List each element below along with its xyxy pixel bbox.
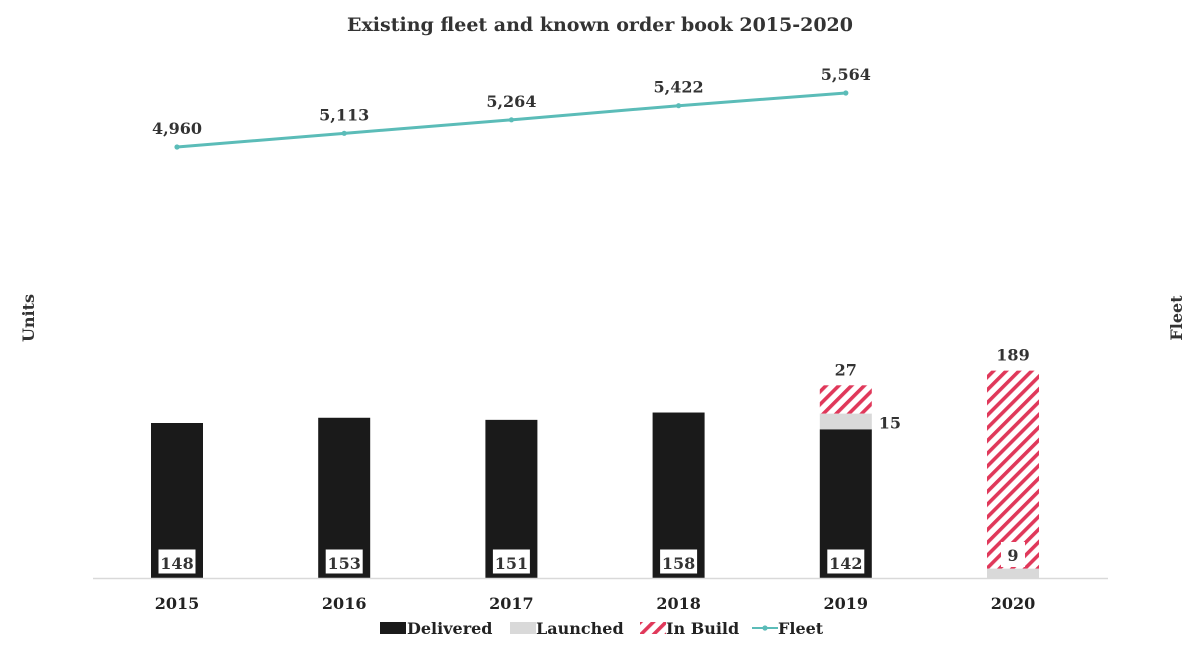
legend: Delivered Launched In Build Fleet	[380, 619, 824, 638]
legend-swatch-delivered	[380, 622, 406, 634]
legend-swatch-marker-fleet	[762, 625, 768, 631]
delivered-label-2017: 151	[495, 554, 528, 573]
launched-label-2019: 15	[879, 413, 901, 432]
delivered-label-2016: 153	[327, 554, 360, 573]
bar-layer: 148 153 151 158 142 15 27 9 189	[151, 346, 1039, 578]
fleet-label-2015: 4,960	[152, 119, 202, 138]
y2-axis-title: Fleet	[1167, 295, 1186, 341]
fleet-label-2018: 5,422	[654, 78, 704, 97]
legend-swatch-in-build	[640, 622, 666, 634]
fleet-label-2016: 5,113	[319, 105, 369, 124]
fleet-point-2016	[341, 130, 347, 136]
bar-launched-2019	[819, 413, 872, 430]
delivered-label-2015: 148	[160, 554, 193, 573]
delivered-label-box-2019	[826, 548, 866, 575]
fleet-label-2017: 5,264	[486, 92, 536, 111]
legend-label-delivered: Delivered	[407, 619, 492, 638]
delivered-label-box-2015	[157, 548, 197, 575]
delivered-label-box-2016	[324, 548, 364, 575]
fleet-label-2019: 5,564	[821, 65, 871, 84]
fleet-point-2015	[174, 144, 180, 150]
chart-title: Existing fleet and known order book 2015…	[347, 14, 853, 36]
x-axis: 2015 2016 2017 2018 2019 2020	[93, 577, 1108, 613]
x-tick-label-2019: 2019	[824, 594, 869, 613]
bar-launched-2020	[987, 568, 1039, 578]
in-build-label-2020: 189	[996, 346, 1029, 365]
launched-label-box-2020	[1001, 542, 1025, 567]
fleet-point-2017	[508, 117, 514, 123]
delivered-label-2019: 142	[829, 554, 862, 573]
delivered-label-box-2017	[491, 548, 531, 575]
legend-swatch-launched	[510, 622, 536, 634]
bar-in-build-2019	[819, 385, 872, 414]
legend-label-launched: Launched	[536, 619, 624, 638]
delivered-label-2018: 158	[662, 554, 695, 573]
fleet-point-2019	[843, 90, 849, 96]
bar-in-build-2020	[987, 370, 1039, 569]
fleet-line-layer: 4,960 5,113 5,264 5,422 5,564	[152, 65, 871, 150]
y-axis-title: Units	[19, 294, 38, 342]
legend-label-in-build: In Build	[666, 619, 739, 638]
legend-label-fleet: Fleet	[778, 619, 824, 638]
x-tick-label-2017: 2017	[489, 594, 534, 613]
in-build-label-2019: 27	[835, 360, 857, 379]
launched-label-2020: 9	[1007, 546, 1018, 565]
x-tick-label-2016: 2016	[322, 594, 367, 613]
delivered-label-box-2018	[659, 548, 699, 575]
fleet-point-2018	[676, 103, 682, 109]
x-tick-label-2020: 2020	[991, 594, 1036, 613]
x-tick-label-2018: 2018	[656, 594, 701, 613]
x-tick-label-2015: 2015	[155, 594, 200, 613]
